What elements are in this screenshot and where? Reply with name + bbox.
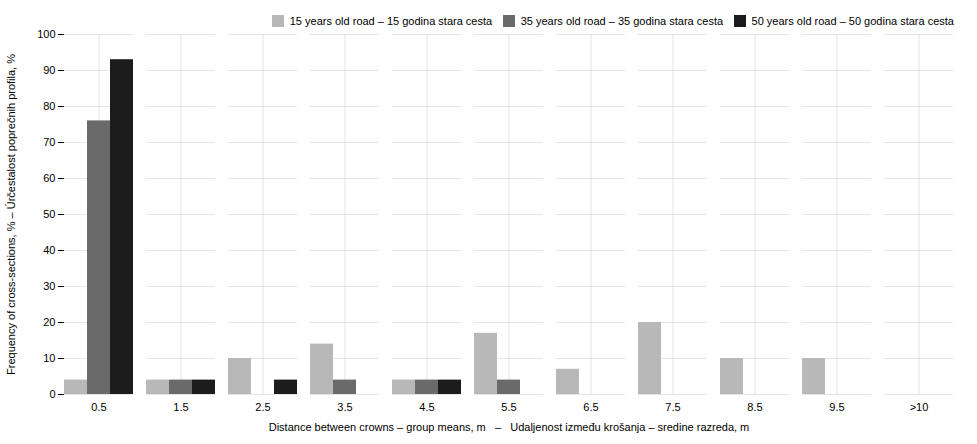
svg-text:2.5: 2.5 [255, 401, 270, 413]
svg-text:30: 30 [43, 280, 55, 292]
svg-text:50: 50 [43, 208, 55, 220]
svg-text:90: 90 [43, 64, 55, 76]
svg-text:>10: >10 [910, 401, 929, 413]
svg-text:4.5: 4.5 [419, 401, 434, 413]
svg-text:9.5: 9.5 [829, 401, 844, 413]
svg-text:6.5: 6.5 [583, 401, 598, 413]
svg-text:0.5: 0.5 [91, 401, 106, 413]
svg-text:1.5: 1.5 [173, 401, 188, 413]
svg-text:20: 20 [43, 316, 55, 328]
svg-text:5.5: 5.5 [501, 401, 516, 413]
svg-text:7.5: 7.5 [665, 401, 680, 413]
svg-text:100: 100 [37, 28, 55, 40]
svg-text:0: 0 [49, 388, 55, 400]
svg-text:40: 40 [43, 244, 55, 256]
svg-text:8.5: 8.5 [747, 401, 762, 413]
html-text:35 years old road – 35 godina: 35 years old road – 35 godina stara cest… [520, 14, 724, 27]
svg-text:3.5: 3.5 [337, 401, 352, 413]
svg-text:Frequency of cross-sections, %: Frequency of cross-sections, % – Úrčesta… [5, 54, 17, 375]
svg-text:70: 70 [43, 136, 55, 148]
svg-text:10: 10 [43, 352, 55, 364]
svg-text:80: 80 [43, 100, 55, 112]
svg-text:Distance between crowns – grou: Distance between crowns – group means, m… [269, 421, 750, 433]
html-text:50 years old road – 50 godina: 50 years old road – 50 godina stara cest… [751, 14, 954, 27]
html-text:15 years old road – 15 godina: 15 years old road – 15 godina stara cest… [289, 14, 493, 27]
svg-text:60: 60 [43, 172, 55, 184]
